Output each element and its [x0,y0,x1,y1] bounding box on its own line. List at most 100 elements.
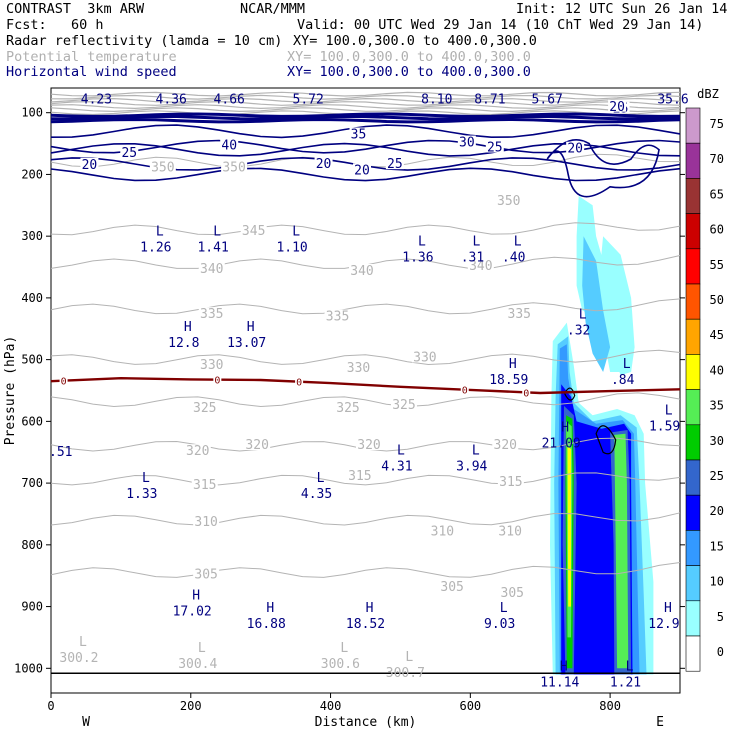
freezing-level-label: 0 [214,376,220,387]
extremum-type-label: L [79,635,87,650]
theta-label-bg [221,160,248,173]
freezing-level-label: 0 [296,378,302,389]
radar-echo-12 [567,446,571,607]
extremum-value-label: 9.03 [484,617,515,632]
top-value-label: 5.72 [293,92,324,107]
extremum-type-label: H [664,601,672,616]
theta-label-bg [324,309,351,322]
extremum-value-label: 17.02 [173,604,212,619]
theta-label-bg [497,475,524,488]
colorbar-level-label: 25 [710,469,724,483]
theta-label-bg [429,524,456,537]
colorbar-level-label: 0 [717,645,724,659]
wind-small-loop [595,425,617,455]
theta-label-bg [244,438,271,451]
x-tick-label: 0 [47,699,54,713]
field1-label: Radar reflectivity (lamda = 10 cm) [6,33,283,49]
wind-label: 25 [487,141,503,156]
theta-label: 310 [194,515,217,530]
top-value-label: 4.23 [81,92,112,107]
freezing-label-bg [213,373,222,385]
extremum-value-label: 300.4 [178,657,217,672]
extremum-type-label: H [266,601,274,616]
theta-label: 350 [222,160,245,175]
y-tick-label: 600 [21,414,43,428]
freezing-label-bg [59,374,68,386]
radar-echo-3 [582,236,611,372]
extremum-value-label: 12.8 [168,336,199,351]
extremum-type-label: L [397,443,405,458]
colorbar-level-label: 35 [710,399,724,413]
wind-jet-core [50,112,681,118]
theta-label: 320 [494,438,517,453]
wind-contour-20 [50,167,681,182]
freezing-level-label: 0 [462,386,468,397]
theta-label-bg [193,515,220,528]
extremum-value-label: 300.6 [321,657,360,672]
extremum-type-label: L [156,224,164,239]
colorbar-level-label: 20 [710,504,724,518]
theta-label: 320 [357,438,380,453]
x-tick-label: 400 [320,699,342,713]
theta-upper-contour [50,100,681,106]
field2-label: Potential temperature [6,49,177,65]
wind-label: 25 [121,146,137,161]
wind-label-bg [349,127,368,140]
field1-xy: XY= 100.0,300.0 to 400.0,300.0 [293,33,537,49]
extremum-type-label: L [418,235,426,250]
theta-label-bg [390,397,417,410]
theta-contour-305 [50,562,681,578]
extremum-type-label: H [509,357,517,372]
colorbar-swatch-0 [685,635,701,672]
top-value-label: 4.36 [156,92,187,107]
theta-label: 325 [193,401,216,416]
y-tick-label: 300 [21,229,43,243]
theta-label-bg [439,580,466,593]
theta-label-bg [495,194,522,207]
theta-label-bg [149,160,176,173]
extremum-type-label: H [247,320,255,335]
extremum-type-label: L [405,650,413,665]
theta-contour-310 [50,512,681,526]
x-tick-label: 800 [599,699,621,713]
radar-echo-10 [614,433,629,669]
theta-label-bg [467,259,494,272]
theta-contour-335 [50,298,681,315]
theta-label-bg [346,468,373,481]
top-value-label: 8.71 [474,92,505,107]
colorbar-swatch-25 [685,459,701,496]
theta-label-bg [240,223,267,236]
fcst-label: Fcst: 60 h [6,17,104,33]
y-tick-label: 700 [21,476,43,490]
wind-label-bg [353,163,372,176]
theta-label-bg [349,263,376,276]
theta-label-bg [191,478,218,491]
theta-label-bg [198,307,225,320]
theta-label-bg [411,350,438,363]
top-value-label: 8.10 [421,92,452,107]
extremum-value-label: 1.59 [649,419,680,434]
extremum-type-label: L [665,403,673,418]
theta-upper-contour [50,104,681,110]
theta-upper-contour [50,91,681,97]
colorbar-swatch-75 [685,107,701,144]
y-axis-title: Pressure (hPa) [3,336,18,446]
x-tick-label: 600 [459,699,481,713]
theta-upper-contour [50,94,681,100]
wind-label-bg [608,99,627,112]
extremum-type-label: L [473,235,481,250]
colorbar-level-label: 75 [710,117,724,131]
theta-label: 335 [200,307,223,322]
extremum-value-label: .84 [611,373,635,388]
colorbar-level-label: 60 [710,223,724,237]
top-value-label: 4.66 [214,92,245,107]
x-axis-title: Distance (km) [315,715,417,730]
theta-label: 340 [200,262,223,277]
theta-contour-330 [50,349,681,366]
theta-upper-contour [50,97,681,103]
theta-label: 320 [186,444,209,459]
extremum-type-label: H [560,659,568,674]
theta-label: 310 [431,524,454,539]
wind-label: 35 [351,128,367,143]
